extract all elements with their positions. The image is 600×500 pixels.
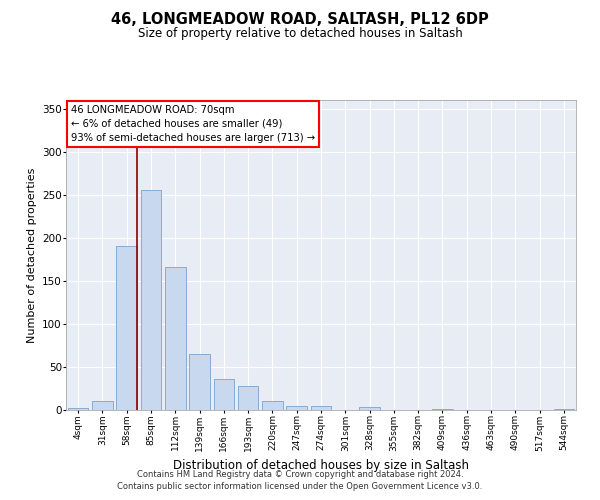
Bar <box>92 402 113 410</box>
Bar <box>262 400 283 410</box>
Y-axis label: Number of detached properties: Number of detached properties <box>26 168 37 342</box>
Text: Size of property relative to detached houses in Saltash: Size of property relative to detached ho… <box>137 28 463 40</box>
Text: Contains HM Land Registry data © Crown copyright and database right 2024.: Contains HM Land Registry data © Crown c… <box>137 470 463 479</box>
Bar <box>68 408 88 410</box>
Bar <box>432 409 453 410</box>
Bar <box>165 267 185 410</box>
Bar <box>554 409 574 410</box>
Bar <box>238 386 259 410</box>
Bar <box>286 406 307 410</box>
Text: Contains public sector information licensed under the Open Government Licence v3: Contains public sector information licen… <box>118 482 482 491</box>
Bar <box>311 406 331 410</box>
Bar <box>214 379 234 410</box>
Bar <box>116 246 137 410</box>
Text: 46, LONGMEADOW ROAD, SALTASH, PL12 6DP: 46, LONGMEADOW ROAD, SALTASH, PL12 6DP <box>111 12 489 28</box>
Text: 46 LONGMEADOW ROAD: 70sqm
← 6% of detached houses are smaller (49)
93% of semi-d: 46 LONGMEADOW ROAD: 70sqm ← 6% of detach… <box>71 104 315 142</box>
Bar <box>140 190 161 410</box>
X-axis label: Distribution of detached houses by size in Saltash: Distribution of detached houses by size … <box>173 459 469 472</box>
Bar <box>189 354 210 410</box>
Bar <box>359 408 380 410</box>
